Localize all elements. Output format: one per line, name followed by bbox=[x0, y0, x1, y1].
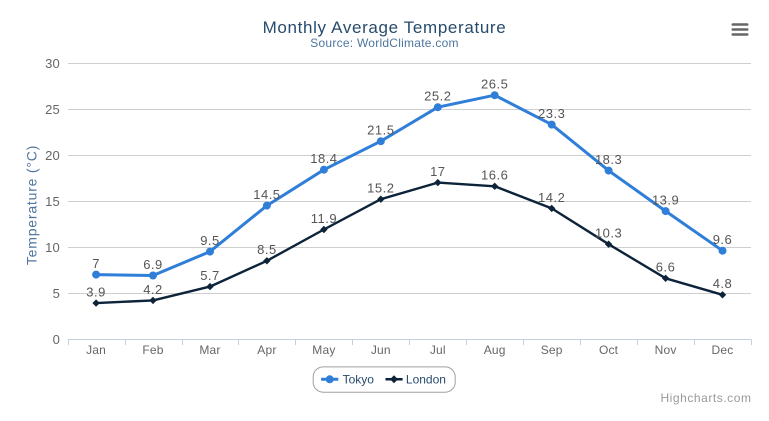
svg-text:11.9: 11.9 bbox=[311, 211, 337, 226]
svg-text:Dec: Dec bbox=[712, 343, 734, 357]
svg-text:May: May bbox=[312, 343, 335, 357]
svg-text:14.5: 14.5 bbox=[253, 187, 280, 202]
svg-text:10: 10 bbox=[45, 240, 60, 255]
svg-text:21.5: 21.5 bbox=[367, 123, 394, 138]
svg-text:London: London bbox=[406, 373, 446, 387]
svg-text:9.5: 9.5 bbox=[200, 233, 220, 248]
svg-text:Feb: Feb bbox=[142, 343, 163, 357]
svg-text:13.9: 13.9 bbox=[652, 193, 679, 208]
svg-text:Apr: Apr bbox=[257, 343, 276, 357]
svg-text:15.2: 15.2 bbox=[367, 181, 394, 196]
svg-text:23.3: 23.3 bbox=[538, 106, 565, 121]
svg-text:Nov: Nov bbox=[655, 343, 677, 357]
svg-text:Temperature (°C): Temperature (°C) bbox=[24, 145, 40, 265]
svg-text:Mar: Mar bbox=[199, 343, 220, 357]
svg-text:15: 15 bbox=[45, 194, 60, 209]
svg-text:Jul: Jul bbox=[430, 343, 446, 357]
svg-text:Highcharts.com: Highcharts.com bbox=[660, 391, 751, 405]
svg-text:Oct: Oct bbox=[599, 343, 619, 357]
svg-text:10.3: 10.3 bbox=[595, 226, 622, 241]
svg-text:6.9: 6.9 bbox=[143, 257, 163, 272]
svg-text:3.9: 3.9 bbox=[86, 285, 106, 300]
svg-text:9.6: 9.6 bbox=[713, 232, 733, 247]
svg-text:Sep: Sep bbox=[541, 343, 563, 357]
svg-text:18.4: 18.4 bbox=[310, 151, 337, 166]
svg-text:30: 30 bbox=[45, 56, 60, 71]
svg-text:16.6: 16.6 bbox=[481, 168, 508, 183]
svg-text:Monthly Average Temperature: Monthly Average Temperature bbox=[263, 18, 507, 37]
svg-text:Source: WorldClimate.com: Source: WorldClimate.com bbox=[310, 36, 459, 50]
svg-text:Tokyo: Tokyo bbox=[343, 373, 375, 387]
svg-text:26.5: 26.5 bbox=[481, 77, 508, 92]
svg-text:7: 7 bbox=[92, 256, 100, 271]
svg-text:8.5: 8.5 bbox=[257, 242, 277, 257]
svg-text:14.2: 14.2 bbox=[538, 190, 565, 205]
svg-text:5: 5 bbox=[53, 286, 60, 301]
svg-text:5.7: 5.7 bbox=[200, 268, 220, 283]
svg-text:17: 17 bbox=[430, 164, 445, 179]
svg-text:Jan: Jan bbox=[86, 343, 106, 357]
svg-text:4.2: 4.2 bbox=[143, 282, 163, 297]
svg-text:0: 0 bbox=[53, 332, 60, 347]
svg-text:Aug: Aug bbox=[484, 343, 506, 357]
svg-text:4.8: 4.8 bbox=[713, 276, 733, 291]
svg-text:25.2: 25.2 bbox=[424, 89, 451, 104]
svg-text:25: 25 bbox=[45, 102, 60, 117]
svg-text:18.3: 18.3 bbox=[595, 152, 622, 167]
svg-text:20: 20 bbox=[45, 148, 60, 163]
svg-text:6.6: 6.6 bbox=[656, 260, 676, 275]
svg-text:Jun: Jun bbox=[371, 343, 391, 357]
